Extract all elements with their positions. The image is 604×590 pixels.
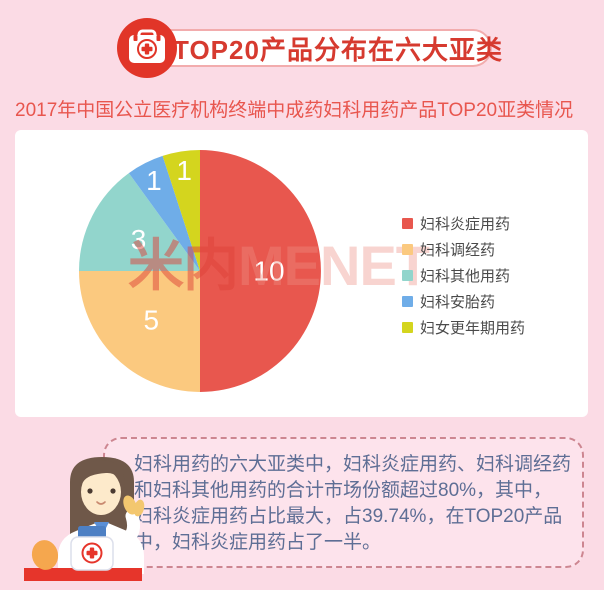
chart-panel: 10 5 3 1 1 米内MENET 妇科炎症用药 妇科调经药 妇科其他用药 妇科安胎药 妇女更… (15, 130, 588, 417)
note-text-line: 中，妇科炎症用药占了一半。 (134, 532, 382, 553)
note-text-line: 和妇科其他用药的合计市场份额超过80%，其中， (134, 480, 553, 501)
pie-data-label: 1 (146, 165, 162, 196)
face (81, 469, 121, 515)
bottle-cap (78, 526, 106, 539)
legend-item: 妇科其他用药 (402, 262, 525, 288)
pie-slice-5 (162, 150, 200, 271)
legend-label: 妇科调经药 (420, 241, 496, 259)
legend-item: 妇科炎症用药 (402, 210, 525, 236)
note-bubble: 妇科用药的六大亚类中，妇科炎症用药、妇科调经药 和妇科其他用药的合计市场份额超过… (103, 437, 584, 568)
arm (114, 509, 141, 549)
legend-label: 妇女更年期用药 (420, 319, 526, 337)
note-text-line: 妇科用药的六大亚类中，妇科炎症用药、妇科调经药 (134, 454, 572, 475)
legend-swatch (402, 321, 413, 333)
legend-item: 妇女更年期用药 (402, 314, 525, 340)
pie-slice-2 (79, 271, 200, 392)
pie-chart: 10 5 3 1 1 (79, 150, 321, 392)
pharmacist-illustration (24, 457, 145, 581)
legend-item: 妇科调经药 (402, 236, 525, 262)
first-aid-kit-icon (117, 18, 177, 78)
bangs (78, 460, 125, 488)
pie-data-label: 5 (143, 304, 159, 335)
legend-swatch (402, 269, 413, 281)
chart-legend: 妇科炎症用药 妇科调经药妇科其他用药 妇科安胎药妇女更年期用药 (402, 210, 525, 340)
counter (24, 568, 142, 581)
pie-slice-3 (79, 173, 200, 271)
legend-label: 妇科其他用药 (420, 267, 511, 285)
legend-label: 妇科安胎药 (420, 293, 496, 311)
page-title: TOP20产品分布在六大亚类 (138, 29, 502, 67)
legend-swatch (402, 295, 413, 307)
legend-item: 妇科安胎药 (402, 288, 525, 314)
pie-slice-4 (128, 155, 200, 271)
pie-slice-1 (200, 150, 321, 392)
chart-subtitle: 2017年中国公立医疗机构终端中成药妇科用药产品TOP20亚类情况 (15, 100, 574, 121)
pie-data-label: 3 (131, 224, 147, 255)
pie-data-label: 1 (176, 155, 192, 186)
hand (123, 495, 145, 517)
note-text-line: 妇科炎症用药占比最大，占39.74%，在TOP20产品 (134, 506, 563, 527)
orange-item (31, 540, 59, 570)
legend-swatch (402, 217, 413, 229)
pie-data-label: 10 (253, 256, 284, 287)
legend-swatch (402, 243, 413, 255)
legend-label: 妇科炎症用药 (420, 215, 511, 233)
